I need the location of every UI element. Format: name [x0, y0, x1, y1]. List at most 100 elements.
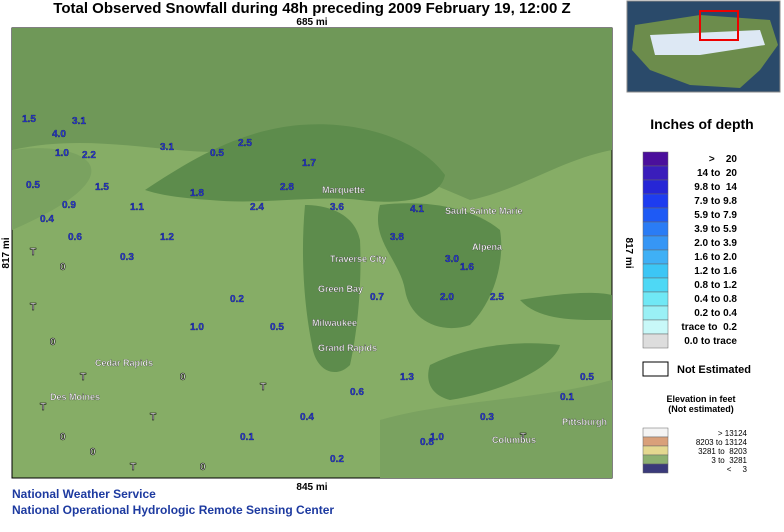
station-value: 0.6 [350, 387, 364, 398]
legend-swatch [642, 221, 669, 237]
legend-label: 2.0 to 3.9 [694, 238, 737, 249]
legend-label: 5.9 to 7.9 [694, 210, 737, 221]
not-estimated-swatch [642, 361, 669, 377]
station-value: 1.5 [95, 182, 109, 193]
station-value: T [150, 412, 156, 423]
station-value: 0.3 [480, 412, 494, 423]
station-value: 0.9 [62, 200, 76, 211]
legend-swatch [642, 333, 669, 349]
station-value: 0.5 [210, 148, 224, 159]
station-value: 0 [50, 337, 56, 348]
station-value: 0.7 [370, 292, 384, 303]
station-value: 4.1 [410, 204, 424, 215]
station-value: 2.5 [490, 292, 504, 303]
legend-label: 0.2 to 0.4 [694, 308, 737, 319]
station-value: T [30, 302, 36, 313]
legend-label: 0.4 to 0.8 [694, 294, 737, 305]
city-label: Green Bay [318, 284, 363, 294]
legend-label: 7.9 to 9.8 [694, 196, 737, 207]
station-value: 3.8 [390, 232, 404, 243]
station-value: T [130, 462, 136, 473]
elevation-label: > 13124 [718, 429, 748, 438]
elevation-label: 3281 to 8203 [698, 447, 747, 456]
elevation-swatch [642, 445, 669, 456]
station-value: 1.8 [190, 188, 204, 199]
station-value: 2.5 [238, 138, 252, 149]
elevation-swatch [642, 454, 669, 465]
lake-erie [428, 343, 560, 400]
lake-ontario [520, 292, 612, 321]
station-value: 0 [60, 262, 66, 273]
city-label: Pittsburgh [562, 417, 607, 427]
station-value: 1.3 [400, 372, 414, 383]
legend-swatch [642, 207, 669, 223]
station-value: 0 [180, 372, 186, 383]
legend-swatch [642, 193, 669, 209]
station-value: 0.2 [230, 294, 244, 305]
station-value: 1.1 [130, 202, 144, 213]
station-value: 0.6 [68, 232, 82, 243]
station-value: 3.1 [160, 142, 174, 153]
elevation-swatch [642, 427, 669, 438]
appalachian-terrain [380, 380, 612, 478]
cities: Marquette Sault Sainte Marie Alpena Travers… [50, 185, 607, 445]
station-value: 2.4 [250, 202, 264, 213]
left-distance: 817 mi [1, 237, 12, 268]
legend-swatch [642, 291, 669, 307]
station-value: 1.0 [190, 322, 204, 333]
station-value: 0.5 [270, 322, 284, 333]
right-distance: 817 mi [623, 237, 634, 268]
station-value: 2.8 [280, 182, 294, 193]
station-value: T [30, 247, 36, 258]
legend-swatch [642, 263, 669, 279]
city-label: Des Moines [50, 392, 100, 402]
station-value: T [520, 432, 526, 443]
elevation-subtitle: (Not estimated) [668, 404, 734, 414]
station-value: 0.5 [26, 180, 40, 191]
station-value: 0.1 [240, 432, 254, 443]
elevation-swatch [642, 463, 669, 474]
station-value: 2.0 [440, 292, 454, 303]
legend-label: 14 to 20 [697, 168, 737, 179]
station-value: 1.5 [22, 114, 36, 125]
not-estimated-label: Not Estimated [677, 364, 751, 376]
city-label: Traverse City [330, 254, 387, 264]
station-value: 0 [200, 462, 206, 473]
city-label: Grand Rapids [318, 343, 377, 353]
station-value: 0.4 [300, 412, 314, 423]
city-label: Marquette [322, 185, 365, 195]
bottom-distance: 845 mi [296, 482, 327, 493]
elevation-swatch [642, 436, 669, 447]
city-label: Columbus [492, 435, 536, 445]
city-label: Sault Sainte Marie [445, 206, 523, 216]
station-value: 1.2 [160, 232, 174, 243]
lake-michigan [302, 205, 361, 373]
legend-swatch [642, 319, 669, 335]
legend-swatch [642, 249, 669, 265]
legend-label: 0.0 to trace [684, 336, 737, 347]
station-value: T [40, 402, 46, 413]
station-value: 1.0 [55, 148, 69, 159]
legend-label: > 20 [709, 154, 738, 165]
station-value: 0.5 [580, 372, 594, 383]
station-value: 0 [90, 447, 96, 458]
legend-swatch [642, 165, 669, 181]
elevation-label: 3 to 3281 [711, 456, 747, 465]
elevation-label: 8203 to 13124 [696, 438, 748, 447]
station-value: 0.1 [560, 392, 574, 403]
legend-swatch [642, 151, 669, 167]
inset-snow [650, 30, 765, 55]
legend-swatch [642, 235, 669, 251]
footer-line1: National Weather Service [12, 487, 156, 501]
top-distance: 685 mi [296, 17, 327, 28]
legend-title: Inches of depth [650, 116, 753, 132]
station-value: 0.2 [330, 454, 344, 465]
elevation-title: Elevation in feet [666, 394, 735, 404]
title: Total Observed Snowfall during 48h prece… [53, 0, 570, 17]
terrain [12, 148, 92, 230]
legend-label: 1.2 to 1.6 [694, 266, 737, 277]
city-label: Milwaukee [312, 318, 357, 328]
station-value: T [80, 372, 86, 383]
